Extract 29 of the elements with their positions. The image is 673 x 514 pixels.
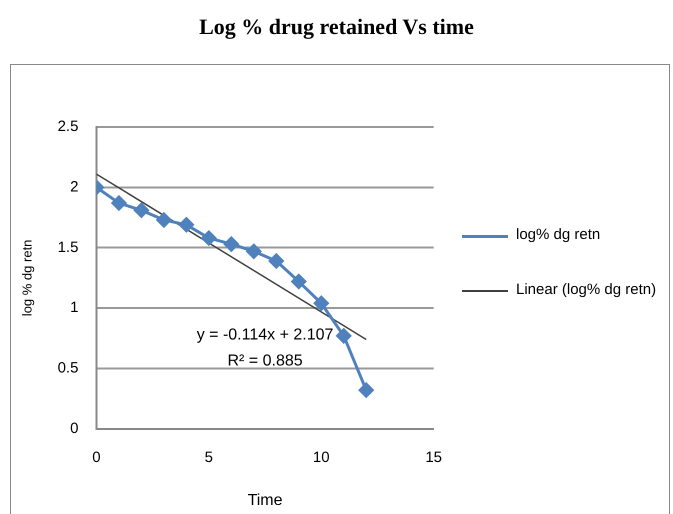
legend-label: Linear (log% dg retn) xyxy=(516,281,656,298)
point xyxy=(201,230,216,246)
point xyxy=(358,382,374,398)
y-tick-label: 2 xyxy=(70,178,78,196)
y-tick-label: 1.5 xyxy=(58,238,78,256)
x-tick-label: 0 xyxy=(92,448,101,466)
point xyxy=(268,254,284,268)
x-axis-title: Time xyxy=(248,492,283,509)
legend-label: log% dg retn xyxy=(516,226,600,243)
x-tick-label: 10 xyxy=(312,448,330,466)
point xyxy=(156,212,172,228)
point xyxy=(111,196,126,211)
chart-title: Log % drug retained Vs time xyxy=(198,14,475,40)
point xyxy=(134,202,149,218)
point xyxy=(314,296,329,311)
x-tick-label: 5 xyxy=(204,448,214,466)
y-tick-label: 0 xyxy=(70,420,78,437)
annotation: R² = 0.885 xyxy=(227,352,303,370)
point xyxy=(336,328,352,344)
y-tick-label: 1 xyxy=(70,299,78,316)
x-tick-label: 15 xyxy=(425,448,442,466)
y-tick-label: 2.5 xyxy=(58,118,78,136)
point xyxy=(291,274,306,290)
point xyxy=(224,236,239,252)
point xyxy=(246,244,262,259)
point xyxy=(178,217,194,232)
y-axis-title: log % dg retn xyxy=(19,240,34,316)
y-tick-label: 0.5 xyxy=(58,360,78,377)
annotation: y = -0.114x + 2.107 xyxy=(196,326,334,344)
